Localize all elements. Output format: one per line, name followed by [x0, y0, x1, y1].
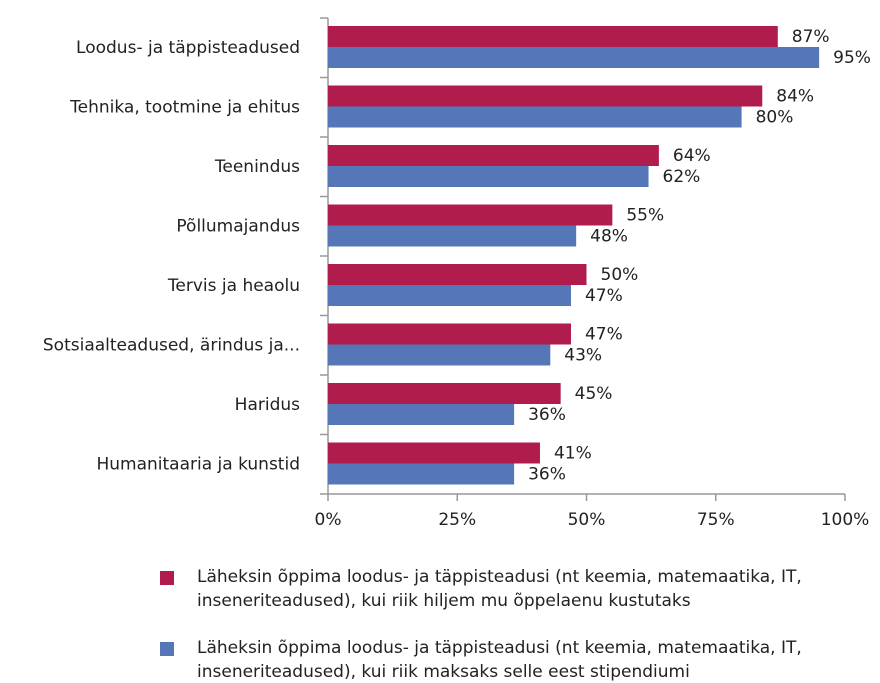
- bar: [328, 323, 571, 345]
- data-label: 64%: [673, 146, 711, 166]
- bar: [328, 344, 551, 366]
- bar: [328, 383, 561, 404]
- data-label: 43%: [564, 346, 602, 366]
- x-tick-label: 50%: [568, 510, 606, 530]
- data-label: 48%: [590, 227, 628, 247]
- legend-label: Läheksin õppima loodus- ja täppisteadusi…: [197, 567, 802, 611]
- category-label: Põllumajandus: [176, 216, 300, 236]
- bar: [328, 285, 571, 306]
- bar: [328, 145, 659, 166]
- bar: [328, 47, 820, 68]
- data-label: 36%: [528, 405, 566, 425]
- legend-label: Läheksin õppima loodus- ja täppisteadusi…: [197, 638, 802, 682]
- bar: [328, 85, 763, 107]
- legend-swatch: [160, 642, 174, 656]
- data-label: 87%: [792, 27, 830, 47]
- data-label: 36%: [528, 465, 566, 485]
- category-label: Tervis ja heaolu: [167, 276, 300, 296]
- data-label: 47%: [585, 325, 623, 345]
- category-label: Tehnika, tootmine ja ehitus: [69, 97, 300, 117]
- data-label: 55%: [626, 206, 664, 226]
- category-label: Sotsiaalteadused, ärindus ja...: [43, 335, 300, 355]
- bar: [328, 442, 540, 464]
- bar: [328, 106, 742, 128]
- x-tick-label: 100%: [821, 510, 870, 530]
- x-tick-label: 0%: [315, 510, 342, 530]
- category-label: Humanitaaria ja kunstid: [96, 454, 300, 474]
- category-label: Teenindus: [214, 157, 300, 177]
- legend-swatch: [160, 571, 174, 585]
- x-tick-label: 25%: [438, 510, 476, 530]
- chart: 0% 25% 50% 75% 100% Loodus- ja täppisteadused…: [43, 17, 871, 530]
- data-label: 41%: [554, 444, 592, 464]
- bar: [328, 463, 515, 485]
- bar: [328, 26, 778, 47]
- data-label: 62%: [663, 167, 701, 187]
- data-label: 95%: [833, 48, 871, 68]
- legend-item: Läheksin õppima loodus- ja täppisteadusi…: [160, 565, 860, 613]
- bar: [328, 166, 649, 187]
- bar: [328, 404, 515, 425]
- data-label: 84%: [776, 87, 814, 107]
- x-tick-label: 75%: [697, 510, 735, 530]
- data-label: 45%: [575, 384, 613, 404]
- data-label: 47%: [585, 286, 623, 306]
- bar: [328, 264, 587, 285]
- legend-item: Läheksin õppima loodus- ja täppisteadusi…: [160, 636, 860, 683]
- bar: [328, 225, 577, 247]
- category-label: Haridus: [235, 395, 300, 415]
- bar: [328, 204, 613, 226]
- category-label: Loodus- ja täppisteadused: [76, 38, 300, 58]
- data-label: 50%: [601, 265, 639, 285]
- data-label: 80%: [756, 108, 794, 128]
